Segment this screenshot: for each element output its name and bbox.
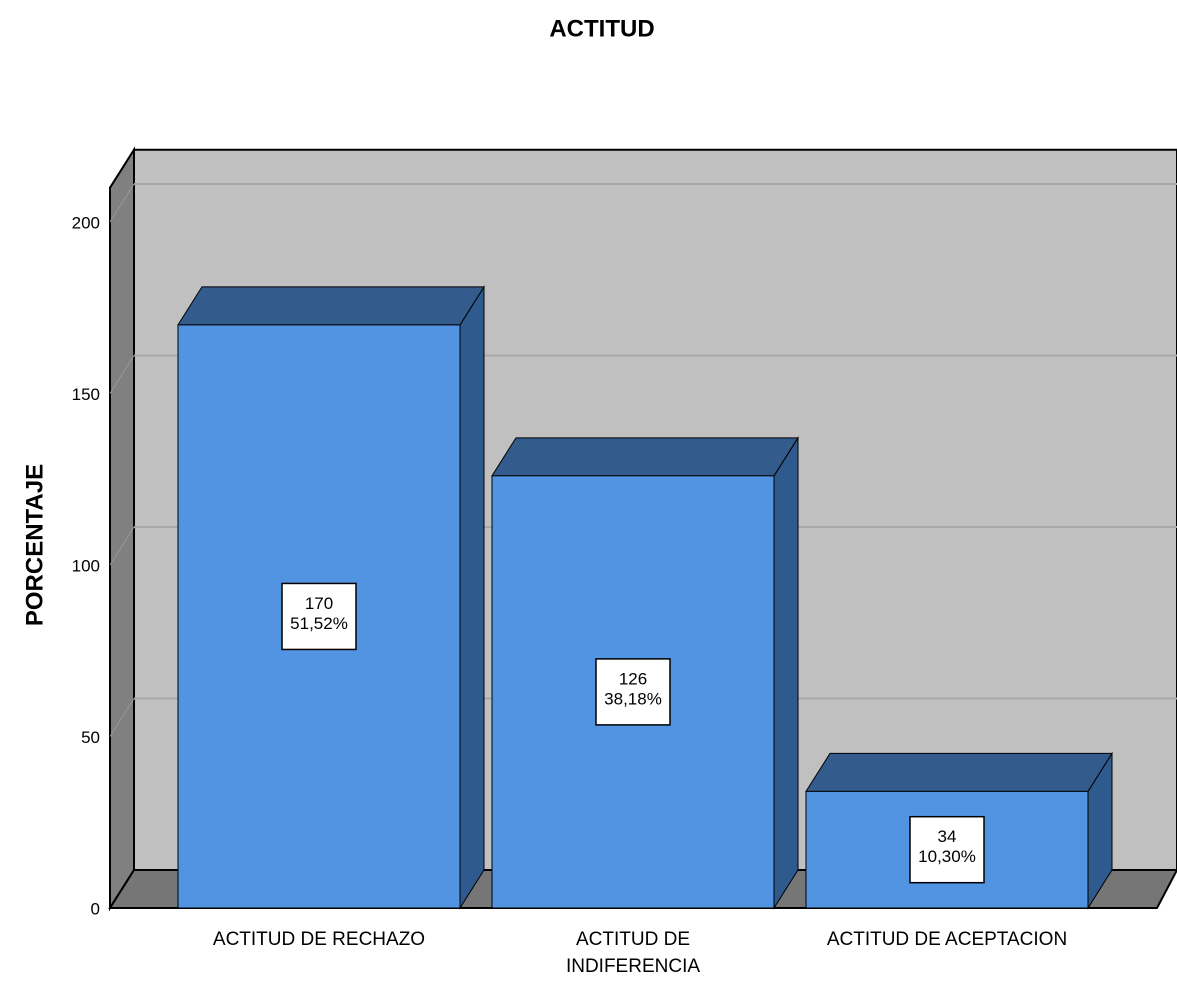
chart-title: ACTITUD xyxy=(549,15,654,42)
tick-line xyxy=(109,183,135,223)
x-tick-label-line: ACTITUD DE xyxy=(576,929,690,950)
data-label-box xyxy=(909,815,985,884)
y-axis-label: PORCENTAJE xyxy=(21,464,48,626)
tick-line xyxy=(109,526,135,566)
bar-top xyxy=(177,286,485,326)
bar-side xyxy=(773,436,799,910)
data-label: 170 xyxy=(305,594,333,613)
x-tick-label: ACTITUD DE ACEPTACION xyxy=(827,929,1067,950)
x-tick-label: ACTITUD DE INDIFERENCIA xyxy=(566,929,700,977)
tick-line xyxy=(109,698,135,737)
bar-top xyxy=(805,752,1113,792)
percentage-label: 10,30% xyxy=(918,847,976,866)
data-label-box xyxy=(595,658,671,726)
side-wall xyxy=(109,146,135,912)
y-tick-label: 100 xyxy=(72,556,100,575)
x-tick-label-line: ACTITUD DE RECHAZO xyxy=(213,929,425,950)
tick-line xyxy=(109,355,135,394)
percentage-label: 51,52% xyxy=(290,614,348,633)
bar-side xyxy=(459,285,485,910)
bar-top xyxy=(491,437,799,477)
x-tick-label-line: ACTITUD DE ACEPTACION xyxy=(827,929,1067,950)
x-tick-label-line: INDIFERENCIA xyxy=(566,956,700,977)
y-tick-label: 200 xyxy=(72,213,100,232)
y-tick-label: 150 xyxy=(72,385,100,404)
data-label-box xyxy=(281,582,357,651)
y-tick-label: 0 xyxy=(91,899,100,918)
y-tick-label: 50 xyxy=(81,728,100,747)
data-label: 34 xyxy=(938,827,957,846)
percentage-label: 38,18% xyxy=(604,689,662,708)
data-label: 126 xyxy=(619,669,647,688)
x-tick-label: ACTITUD DE RECHAZO xyxy=(213,929,425,950)
